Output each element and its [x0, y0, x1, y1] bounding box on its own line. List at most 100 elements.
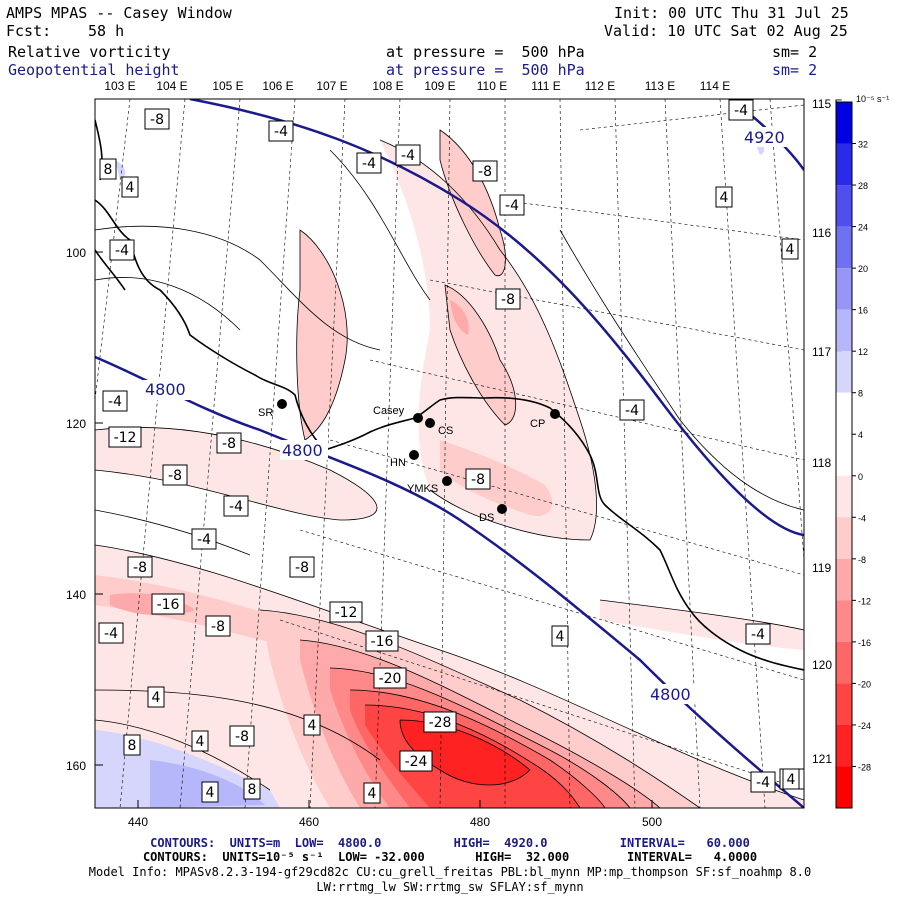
top-lon-label: 103 E	[104, 79, 135, 93]
colorbar-units: 10⁻⁵ s⁻¹	[856, 94, 889, 104]
svg-text:-4: -4	[505, 198, 519, 214]
colorbar-label: 32	[858, 140, 868, 150]
colorbar-label: 4	[858, 430, 863, 440]
vorticity-label: 8	[243, 778, 261, 800]
vorticity-label: -8	[495, 288, 521, 310]
forecast-label: Fcst:	[6, 22, 52, 40]
svg-text:-8: -8	[295, 560, 309, 576]
vorticity-label: 4	[715, 186, 733, 208]
colorbar-swatch	[836, 475, 852, 518]
colorbar-label: 12	[858, 347, 868, 357]
svg-text:4: 4	[786, 242, 795, 258]
vorticity-label: -16	[151, 593, 185, 615]
colorbar-label: -4	[858, 513, 866, 523]
station-cp-label: CP	[530, 418, 545, 430]
colorbar-swatch	[836, 226, 852, 269]
top-lon-label: 110 E	[477, 79, 507, 93]
init-time: Init: 00 UTC Thu 31 Jul 25	[614, 4, 849, 22]
height-labels: 4920 4800 4800 4800	[143, 127, 794, 704]
svg-text:-4: -4	[115, 243, 129, 259]
colorbar-label: -28	[858, 762, 871, 772]
height-label-4920: 4920	[744, 128, 785, 147]
station-ds-label: DS	[479, 512, 494, 524]
svg-text:-4: -4	[625, 403, 639, 419]
model-info: Model Info: MPASv8.2.3-194-gf29cd82c CU:…	[88, 865, 812, 879]
x-tick-480: 480	[470, 815, 490, 829]
vorticity-label: 4	[782, 768, 800, 790]
colorbar-swatch	[836, 268, 852, 310]
vorticity-label: -4	[619, 399, 645, 421]
svg-text:-28: -28	[429, 715, 452, 731]
svg-text:-4: -4	[108, 394, 122, 410]
vorticity-label: 4	[147, 686, 165, 708]
svg-text:-8: -8	[235, 729, 249, 745]
vorticity-label: -8	[472, 160, 498, 182]
svg-text:4: 4	[196, 734, 205, 750]
field-vorticity-label: Relative vorticity	[8, 43, 171, 61]
svg-text:-8: -8	[501, 292, 515, 308]
vorticity-contour-info: CONTOURS: UNITS=10⁻⁵ s⁻¹ LOW= -32.000 HI…	[142, 850, 758, 864]
svg-text:-8: -8	[211, 619, 225, 635]
vorticity-label: -4	[728, 99, 754, 121]
station-hn-marker	[409, 450, 419, 460]
height-label-4800-west: 4800	[145, 380, 186, 399]
x-tick-460: 460	[299, 815, 319, 829]
top-lon-label: 112 E	[585, 79, 615, 93]
valid-time: Valid: 10 UTC Sat 02 Aug 25	[604, 22, 848, 40]
vorticity-contours	[95, 129, 804, 808]
pressure-height: at pressure = 500 hPa	[386, 61, 585, 79]
map-plot-area: Casey SR CS CP HN YMKS DS 4920 4800 4800…	[95, 99, 804, 808]
vorticity-label: 4	[303, 714, 321, 736]
colorbar-swatch	[836, 641, 852, 684]
vorticity-label: -8	[162, 464, 188, 486]
vorticity-label: -4	[98, 622, 124, 644]
svg-text:-4: -4	[751, 627, 765, 643]
svg-text:-4: -4	[229, 499, 243, 515]
top-lon-label: 111 E	[531, 79, 561, 93]
colorbar-swatch	[836, 558, 852, 601]
colorbar-label: -20	[858, 679, 871, 689]
colorbar-swatch	[836, 143, 852, 186]
right-lon-label: 118 E	[812, 456, 842, 470]
svg-text:-8: -8	[478, 164, 492, 180]
colorbar-swatch	[836, 102, 852, 144]
top-lon-label: 104 E	[156, 79, 187, 93]
svg-text:4: 4	[787, 772, 796, 788]
svg-text:4: 4	[126, 180, 135, 196]
vorticity-label: 4	[121, 176, 139, 198]
vorticity-label: -4	[745, 623, 771, 645]
colorbar-label: 20	[858, 264, 868, 274]
station-casey-marker	[413, 413, 423, 423]
colorbar-label: -8	[858, 555, 866, 565]
vorticity-label: -4	[395, 144, 421, 166]
station-cp-marker	[550, 409, 560, 419]
svg-text:-12: -12	[114, 430, 137, 446]
colorbar-label: -24	[858, 721, 871, 731]
svg-text:-8: -8	[222, 436, 236, 452]
right-lon-label: 117 E	[812, 345, 842, 359]
colorbar-swatch	[836, 309, 852, 352]
svg-text:4: 4	[152, 690, 161, 706]
svg-text:-4: -4	[362, 156, 376, 172]
svg-text:4: 4	[720, 190, 729, 206]
vorticity-label: -8	[205, 615, 231, 637]
y-tick-160: 160	[66, 759, 86, 773]
svg-text:4: 4	[308, 718, 317, 734]
vorticity-label: -8	[229, 725, 255, 747]
vorticity-label: 8	[123, 734, 141, 756]
station-sr-label: SR	[258, 407, 273, 419]
svg-text:-16: -16	[157, 597, 180, 613]
vorticity-label: -4	[102, 390, 128, 412]
station-ymks-label: YMKS	[407, 483, 438, 495]
svg-text:4: 4	[556, 629, 565, 645]
vorticity-label: 4	[781, 238, 799, 260]
svg-text:8: 8	[104, 162, 113, 178]
colorbar: 32 28 24 20 16 12 8 4 0 -4 -8 -12 -16 -20 -24 -28	[835, 101, 871, 809]
top-lon-label: 109 E	[424, 79, 455, 93]
vorticity-label: -8	[465, 468, 491, 490]
vorticity-label: -4	[109, 239, 135, 261]
y-tick-120: 120	[66, 417, 86, 431]
vorticity-label: 8	[99, 158, 117, 180]
svg-text:-8: -8	[168, 468, 182, 484]
